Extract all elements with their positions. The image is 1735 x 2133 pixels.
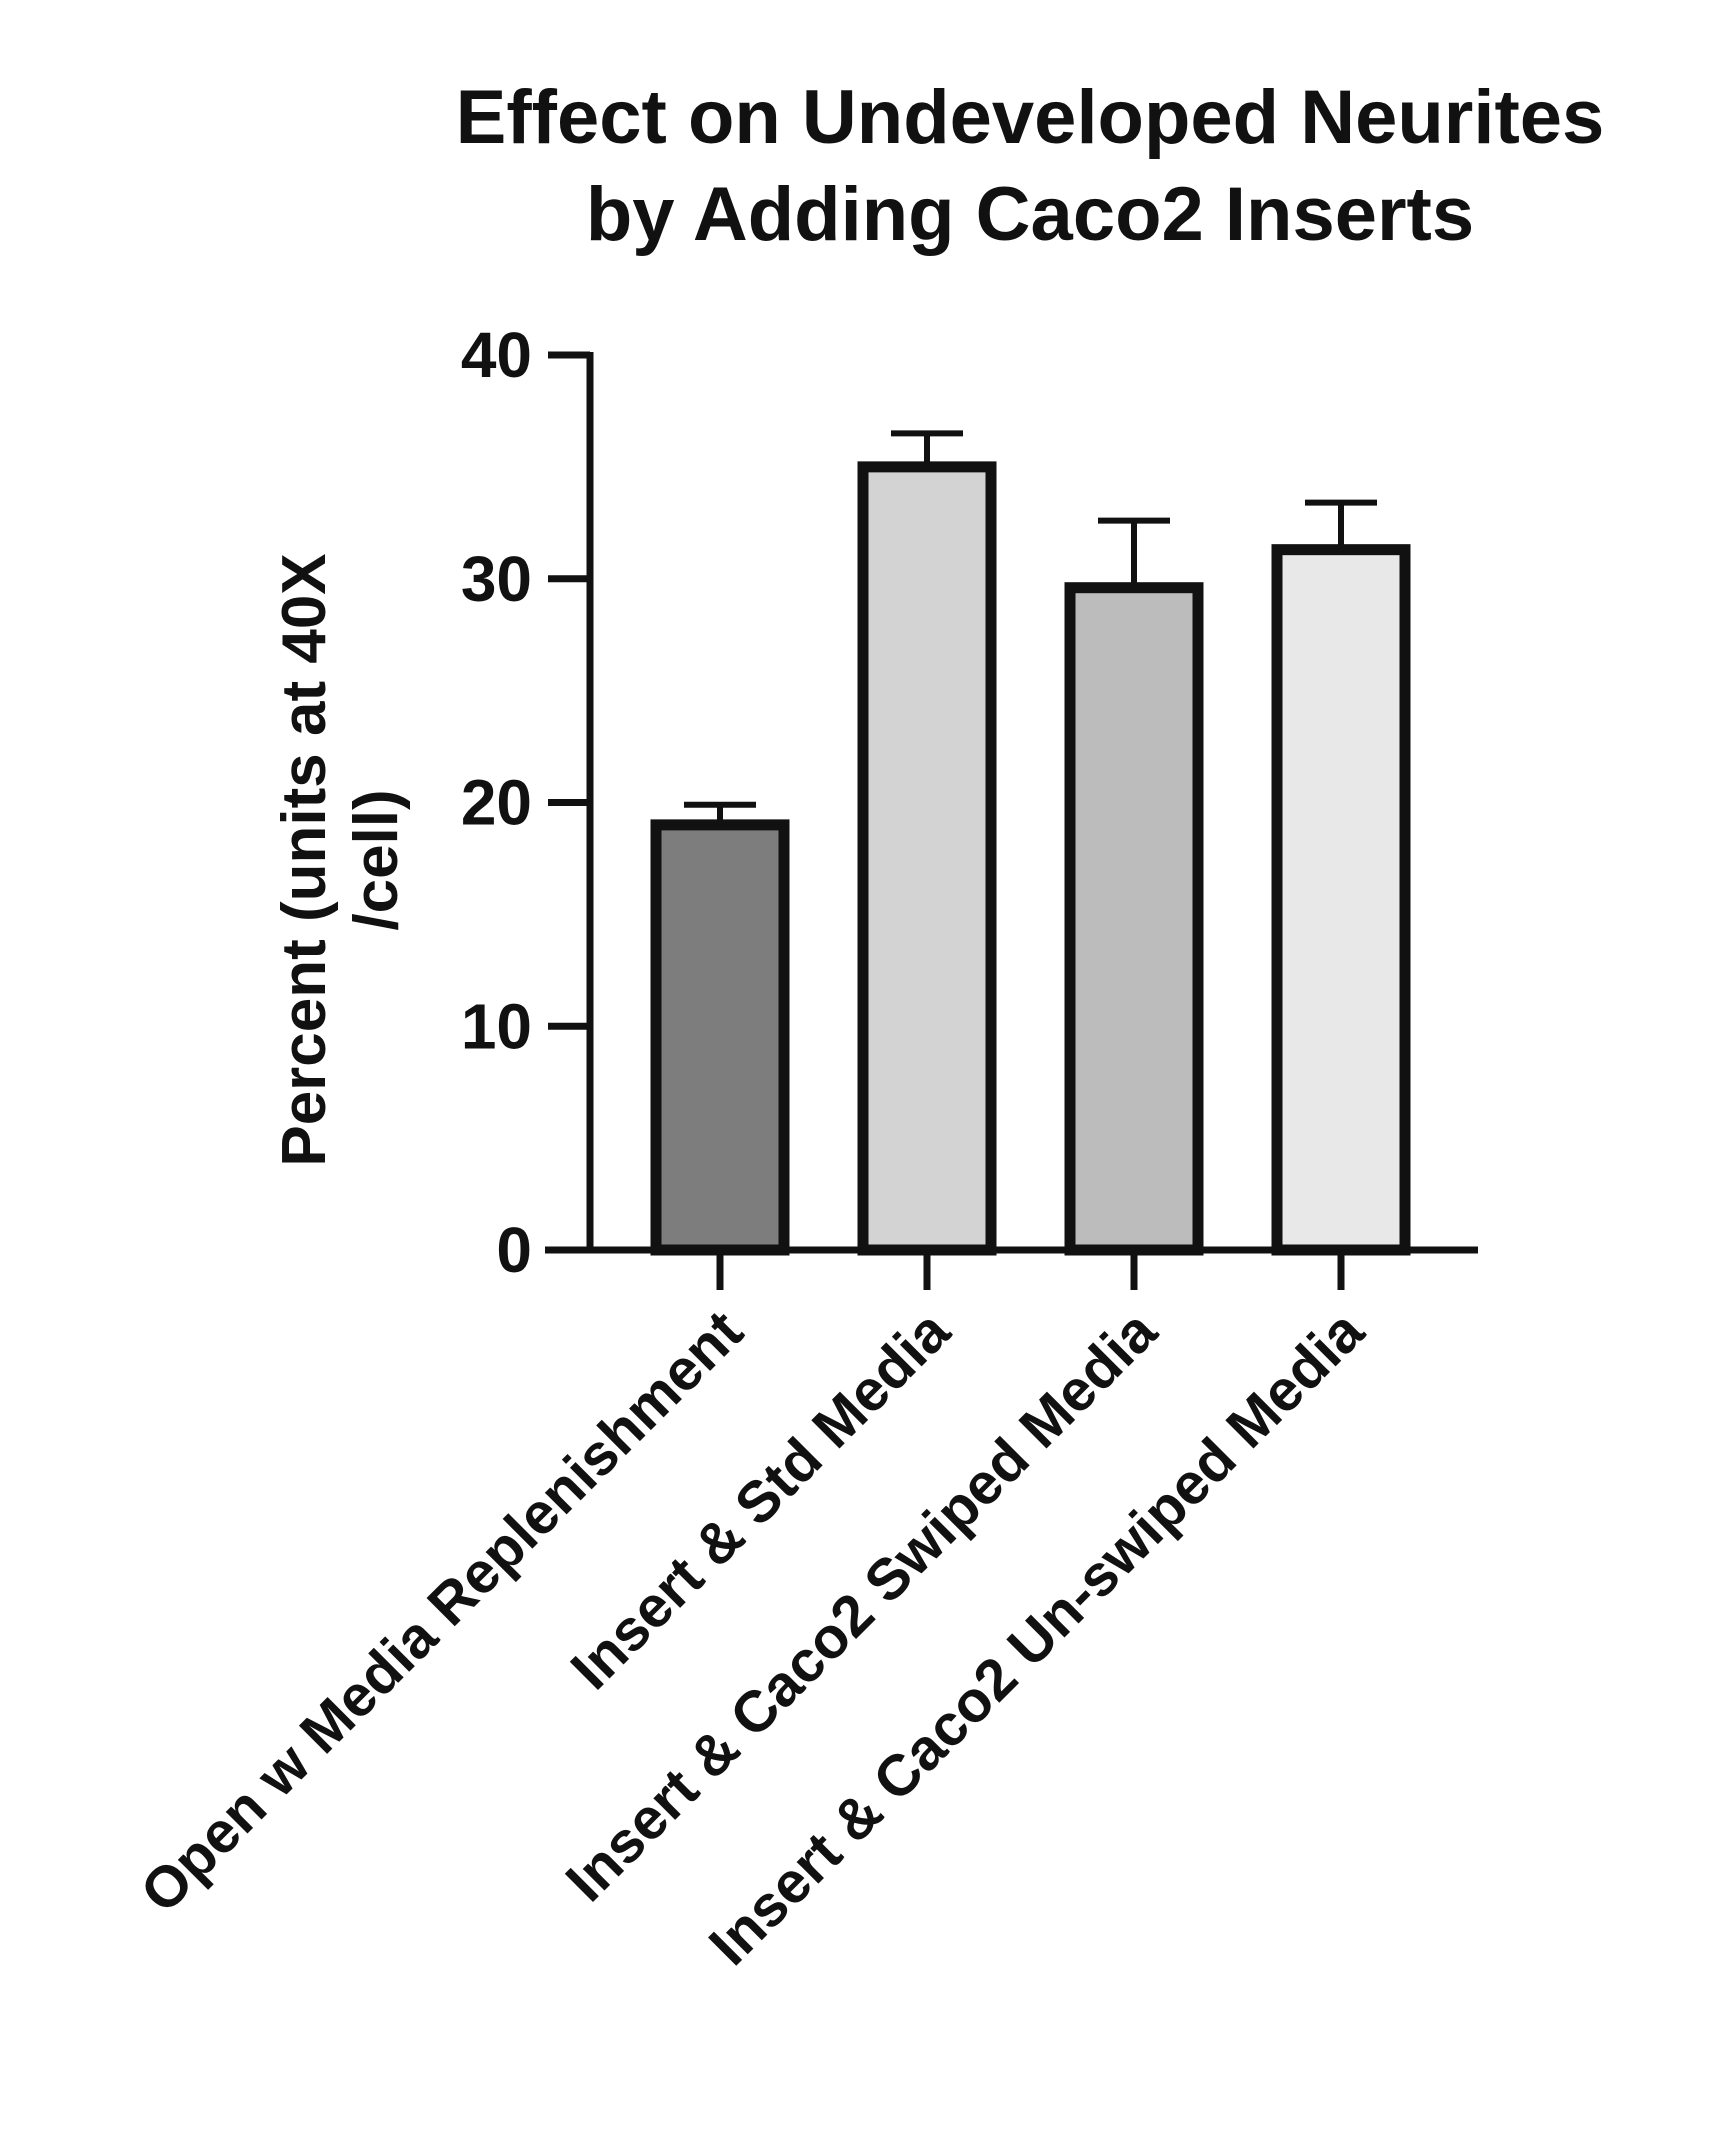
bar-3 bbox=[1271, 544, 1411, 1256]
chart-title-line-1: Effect on Undeveloped Neurites bbox=[456, 75, 1605, 160]
x-tick-label-1: Insert & Std Media bbox=[558, 1298, 962, 1702]
y-tick-label-2: 20 bbox=[461, 767, 532, 839]
y-axis-label: Percent (units at 40X /cell) bbox=[270, 553, 411, 1166]
y-tick-label-3: 30 bbox=[461, 543, 532, 615]
y-axis-label-line-1: Percent (units at 40X bbox=[270, 553, 339, 1166]
bar-1 bbox=[857, 461, 997, 1256]
chart-title-line-2: by Adding Caco2 Inserts bbox=[586, 172, 1474, 257]
chart-title: Effect on Undeveloped Neurites by Adding… bbox=[456, 75, 1605, 257]
y-tick-label-0: 0 bbox=[496, 1214, 532, 1286]
bar-2 bbox=[1064, 582, 1204, 1256]
y-tick-label-1: 10 bbox=[461, 990, 532, 1062]
y-axis-label-line-2: /cell) bbox=[342, 789, 411, 930]
bar-0 bbox=[650, 819, 790, 1256]
y-tick-label-4: 40 bbox=[461, 319, 532, 391]
